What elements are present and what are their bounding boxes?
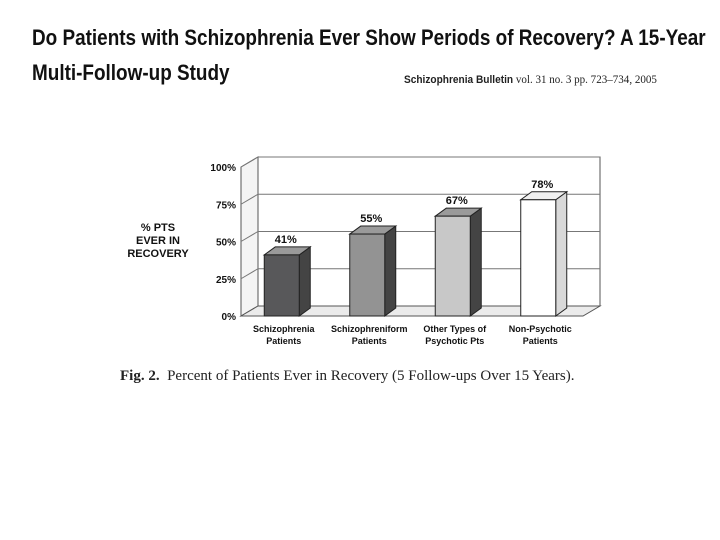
y-axis-label: % PTS [141, 222, 175, 234]
data-label: 67% [446, 195, 468, 207]
bar-side [384, 225, 397, 317]
bar [434, 215, 471, 317]
y-tick-label: 0% [222, 312, 237, 323]
y-tick-label: 75% [216, 200, 236, 211]
bar-side [555, 190, 568, 317]
bar-side [469, 207, 482, 317]
x-tick-label: Psychotic Pts [425, 336, 484, 346]
bar [520, 199, 557, 317]
slide-title-line-2: Multi-Follow-up Study [32, 60, 230, 85]
gridline [240, 268, 600, 280]
y-axis-label: RECOVERY [127, 248, 189, 260]
gridline [240, 156, 600, 168]
data-label: 78% [531, 179, 553, 191]
y-axis-label: EVER IN [136, 235, 180, 247]
x-tick-label: Patients [266, 336, 301, 346]
slide-title-line-1: Do Patients with Schizophrenia Ever Show… [32, 25, 706, 50]
figure-caption: Fig. 2. Percent of Patients Ever in Reco… [120, 367, 620, 385]
data-label: 55% [360, 213, 382, 225]
y-tick-label: 25% [216, 275, 236, 286]
x-tick-label: Non-Psychotic [509, 324, 572, 334]
bar-side [298, 245, 311, 317]
gridline [240, 231, 600, 242]
citation-details: vol. 31 no. 3 pp. 723–734, 2005 [513, 72, 657, 86]
y-tick-label: 50% [216, 238, 236, 249]
citation: Schizophrenia Bulletin vol. 31 no. 3 pp.… [404, 72, 657, 87]
caption-text: Percent of Patients Ever in Recovery (5 … [167, 368, 575, 384]
x-tick-label: Other Types of [423, 324, 487, 334]
x-tick-label: Schizophrenia [253, 324, 316, 334]
y-tick-label: 100% [210, 163, 236, 174]
bar [263, 254, 300, 317]
caption-label: Fig. 2. [120, 368, 160, 384]
x-tick-label: Schizophreniform [331, 324, 408, 334]
x-tick-label: Patients [523, 336, 558, 346]
x-tick-label: Patients [352, 336, 387, 346]
data-label: 41% [275, 234, 297, 246]
journal-name: Schizophrenia Bulletin [404, 74, 514, 86]
bar [349, 233, 386, 317]
gridline [240, 193, 600, 205]
